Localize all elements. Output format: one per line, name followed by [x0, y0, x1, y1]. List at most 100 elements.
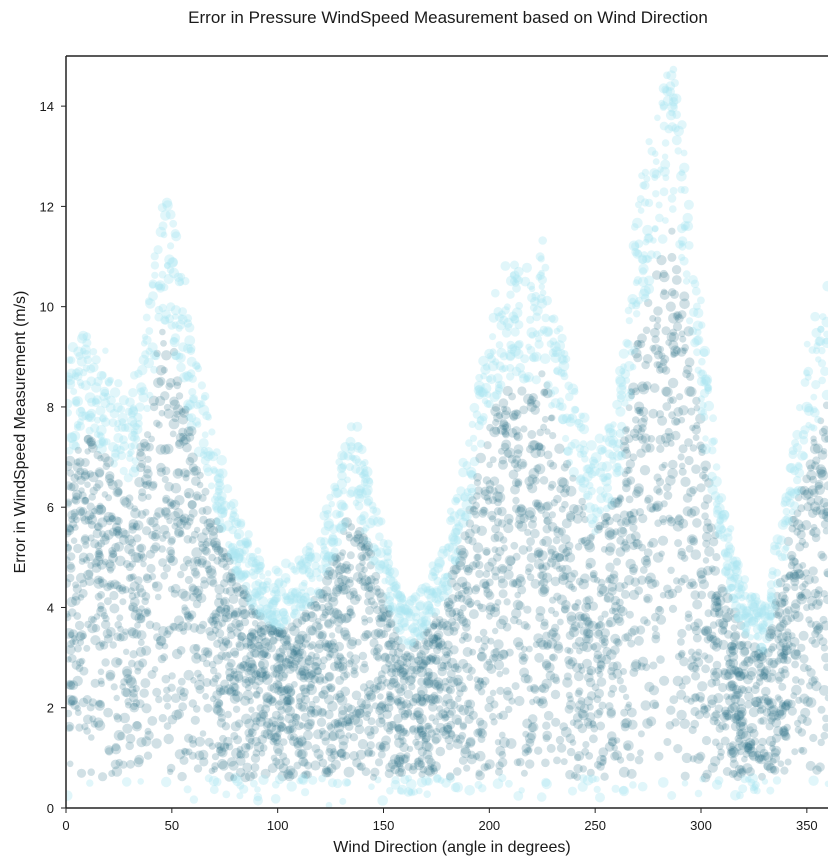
scatter-point [297, 773, 308, 784]
scatter-point [517, 386, 527, 396]
scatter-point [259, 573, 266, 580]
scatter-point [66, 372, 74, 382]
scatter-point [657, 535, 669, 546]
scatter-point [80, 632, 87, 640]
scatter-point [589, 571, 597, 579]
scatter-point [359, 554, 366, 561]
scatter-point [234, 570, 245, 581]
scatter-point [108, 549, 118, 559]
scatter-point [614, 462, 622, 470]
scatter-point [301, 579, 308, 587]
scatter-point [714, 503, 725, 514]
scatter-point [87, 768, 95, 776]
scatter-point [257, 671, 268, 683]
scatter-point [335, 675, 345, 685]
scatter-point [782, 507, 791, 516]
scatter-point [528, 722, 539, 732]
scatter-point [730, 624, 738, 632]
scatter-point [383, 552, 393, 562]
scatter-point [253, 795, 263, 806]
scatter-point [155, 395, 166, 407]
scatter-point [505, 779, 513, 788]
scatter-point [746, 670, 756, 681]
scatter-point [322, 642, 331, 652]
scatter-point [167, 683, 176, 692]
scatter-point [805, 664, 812, 672]
scatter-point [215, 468, 224, 478]
scatter-point [585, 752, 594, 760]
scatter-point [379, 614, 387, 622]
scatter-point [126, 454, 134, 462]
scatter-point [208, 775, 220, 787]
scatter-point [385, 571, 393, 579]
scatter-point [174, 468, 183, 477]
scatter-point [76, 475, 86, 485]
scatter-point [482, 476, 491, 485]
scatter-point [780, 496, 791, 507]
scatter-point [820, 644, 828, 652]
scatter-point [575, 687, 584, 696]
scatter-point [618, 348, 629, 359]
scatter-point [339, 549, 347, 556]
scatter-point [136, 382, 147, 393]
scatter-point [298, 563, 309, 574]
scatter-point [441, 700, 448, 707]
scatter-point [369, 638, 379, 648]
scatter-point [755, 753, 764, 763]
scatter-point [759, 672, 768, 681]
scatter-point [683, 199, 694, 210]
scatter-point [712, 660, 722, 670]
scatter-point [593, 785, 601, 794]
scatter-point [325, 801, 333, 808]
scatter-point [819, 497, 828, 508]
scatter-point [81, 723, 89, 731]
scatter-point [236, 792, 244, 800]
scatter-point [780, 725, 788, 733]
scatter-point [455, 695, 462, 703]
scatter-point [541, 536, 553, 547]
scatter-point [113, 694, 120, 702]
scatter-point [604, 436, 616, 447]
scatter-point [343, 671, 351, 679]
scatter-point [474, 780, 483, 789]
scatter-point [573, 753, 582, 762]
scatter-point [678, 330, 686, 338]
scatter-point [288, 725, 297, 734]
scatter-point [596, 708, 604, 716]
scatter-point [324, 605, 335, 616]
scatter-point [109, 408, 120, 419]
scatter-point [166, 266, 175, 274]
scatter-point [440, 573, 449, 581]
scatter-point [322, 766, 334, 778]
scatter-point [620, 708, 629, 717]
scatter-point [510, 541, 519, 550]
scatter-point [620, 589, 630, 599]
scatter-point [193, 526, 201, 534]
scatter-point [301, 556, 313, 568]
scatter-point [122, 723, 133, 734]
scatter-point [709, 608, 720, 618]
scatter-point [391, 776, 400, 785]
scatter-point [638, 383, 650, 395]
scatter-point [406, 608, 413, 615]
scatter-point [641, 360, 650, 370]
scatter-point [555, 402, 564, 411]
scatter-point [201, 392, 210, 401]
scatter-point [800, 452, 809, 461]
scatter-point [290, 604, 299, 613]
scatter-point [333, 537, 343, 547]
scatter-point [492, 426, 501, 435]
scatter-point [794, 468, 805, 478]
scatter-point [325, 566, 335, 577]
scatter-point [127, 442, 135, 450]
scatter-point [661, 326, 671, 336]
scatter-point [535, 606, 546, 616]
scatter-point [83, 569, 94, 581]
scatter-point [216, 708, 226, 717]
scatter-point [279, 607, 288, 617]
scatter-point [611, 784, 620, 793]
scatter-point [252, 749, 261, 757]
scatter-point [747, 616, 757, 626]
scatter-point [125, 494, 134, 503]
scatter-point [333, 554, 341, 563]
